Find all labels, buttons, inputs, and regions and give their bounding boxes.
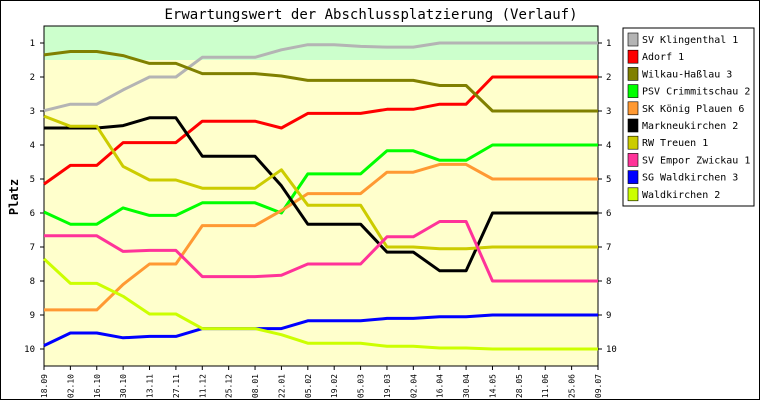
x-tick-label: 25.06 bbox=[568, 374, 577, 398]
legend-swatch bbox=[627, 135, 639, 150]
x-tick-label: 11.06 bbox=[541, 374, 550, 398]
y-tick-label-right: 4 bbox=[606, 141, 611, 151]
series-line-5 bbox=[44, 162, 598, 312]
legend-swatch bbox=[627, 32, 639, 47]
y-tick-label-right: 3 bbox=[606, 107, 611, 117]
legend-label: SV Klingenthal 1 bbox=[642, 35, 738, 46]
x-tick-label: 22.01 bbox=[277, 374, 286, 398]
series-line-8 bbox=[44, 220, 598, 283]
legend-swatch bbox=[627, 101, 639, 116]
y-tick-label-left: 3 bbox=[30, 107, 35, 117]
x-tick-label: 02.10 bbox=[66, 374, 75, 398]
x-tick-label: 09.07 bbox=[594, 374, 603, 398]
legend-label: PSV Crimmitschau 2 bbox=[642, 87, 750, 98]
legend-label: Waldkirchen 2 bbox=[642, 190, 720, 201]
y-tick-label-left: 4 bbox=[30, 141, 35, 151]
x-tick-label: 05.03 bbox=[357, 374, 366, 398]
x-tick-label: 14.05 bbox=[488, 374, 497, 398]
y-tick-label-left: 9 bbox=[30, 311, 35, 321]
chart-title: Erwartungswert der Abschlussplatzierung … bbox=[164, 7, 577, 23]
legend-label: Adorf 1 bbox=[642, 52, 684, 63]
y-tick-label-left: 1 bbox=[30, 39, 35, 49]
y-tick-label-right: 8 bbox=[606, 277, 611, 287]
x-tick-label: 02.04 bbox=[409, 374, 418, 398]
legend-swatch bbox=[627, 153, 639, 167]
y-tick-label-right: 5 bbox=[606, 175, 611, 185]
series-line-3 bbox=[43, 50, 598, 113]
x-tick-label: 27.11 bbox=[172, 374, 181, 398]
x-tick-label: 08.01 bbox=[251, 374, 260, 398]
legend-swatch bbox=[627, 67, 639, 81]
x-tick-label: 19.02 bbox=[330, 374, 339, 398]
series-line-2 bbox=[43, 75, 598, 186]
x-tick-label: 18.09 bbox=[40, 374, 49, 398]
legend-swatch bbox=[627, 118, 639, 133]
y-tick-label-left: 2 bbox=[30, 73, 35, 83]
x-tick-label: 05.02 bbox=[304, 374, 313, 398]
y-tick-label-right: 1 bbox=[606, 39, 611, 49]
legend-box bbox=[622, 27, 755, 207]
y-tick-label-left: 8 bbox=[30, 277, 35, 287]
x-tick-label: 16.04 bbox=[436, 374, 445, 398]
legend-label: SG Waldkirchen 3 bbox=[642, 173, 738, 184]
series-line-7 bbox=[43, 114, 598, 251]
legend-swatch bbox=[627, 170, 639, 184]
legend-label: Markneukirchen 2 bbox=[642, 121, 738, 132]
y-tick-label-right: 6 bbox=[606, 209, 611, 219]
y-tick-label-left: 5 bbox=[30, 175, 35, 185]
series-line-1 bbox=[43, 41, 598, 113]
plot-border bbox=[43, 25, 599, 367]
legend-swatch bbox=[627, 187, 639, 202]
legend-label: SV Empor Zwickau 1 bbox=[642, 155, 750, 166]
legend-swatch bbox=[627, 49, 639, 64]
y-tick-label-right: 10 bbox=[606, 345, 617, 355]
x-tick-label: 28.05 bbox=[515, 374, 524, 398]
x-tick-label: 11.12 bbox=[198, 374, 207, 398]
series-line-10 bbox=[42, 257, 598, 351]
legend-label: SK König Plauen 6 bbox=[642, 104, 744, 115]
series-lines bbox=[42, 41, 598, 351]
series-line-9 bbox=[43, 313, 598, 347]
x-tick-label: 13.11 bbox=[146, 374, 155, 398]
series-line-6 bbox=[44, 116, 598, 273]
x-tick-label: 30.04 bbox=[462, 374, 471, 398]
y-tick-label-right: 9 bbox=[606, 311, 611, 321]
legend: SV Klingenthal 1 Adorf 1 Wilkau-Haßlau 3 PS… bbox=[622, 27, 755, 207]
y-axis-title: Platz bbox=[7, 179, 21, 215]
y-tick-label-right: 7 bbox=[606, 243, 611, 253]
axes: 1 1 2 2 3 3 4 4 5 5 6 6 7 7 8 8 9 9 10 10 18.09 02.10 16.10 30.… bbox=[24, 25, 617, 398]
x-tick-label: 19.03 bbox=[383, 374, 392, 398]
y-tick-label-left: 10 bbox=[24, 345, 35, 355]
y-tick-label-left: 6 bbox=[30, 209, 35, 219]
y-tick-label-left: 7 bbox=[30, 243, 35, 253]
series-line-4 bbox=[43, 143, 598, 226]
y-tick-label-right: 2 bbox=[606, 73, 611, 83]
legend-label: Wilkau-Haßlau 3 bbox=[642, 69, 732, 80]
legend-swatch bbox=[627, 84, 639, 98]
x-tick-label: 30.10 bbox=[119, 374, 128, 398]
x-tick-label: 25.12 bbox=[225, 374, 234, 398]
x-tick-label: 16.10 bbox=[93, 374, 102, 398]
legend-label: RW Treuen 1 bbox=[642, 138, 708, 149]
